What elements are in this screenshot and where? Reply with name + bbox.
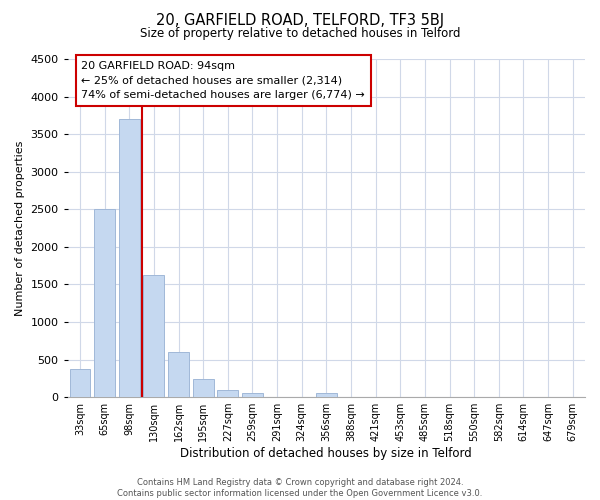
Bar — [168, 352, 189, 397]
Bar — [94, 208, 115, 397]
Bar — [193, 379, 214, 397]
Text: 20 GARFIELD ROAD: 94sqm
← 25% of detached houses are smaller (2,314)
74% of semi: 20 GARFIELD ROAD: 94sqm ← 25% of detache… — [81, 60, 365, 100]
Y-axis label: Number of detached properties: Number of detached properties — [15, 140, 25, 316]
X-axis label: Distribution of detached houses by size in Telford: Distribution of detached houses by size … — [181, 447, 472, 460]
Bar — [70, 368, 91, 397]
Bar — [316, 394, 337, 397]
Bar — [119, 119, 140, 397]
Text: Size of property relative to detached houses in Telford: Size of property relative to detached ho… — [140, 28, 460, 40]
Text: 20, GARFIELD ROAD, TELFORD, TF3 5BJ: 20, GARFIELD ROAD, TELFORD, TF3 5BJ — [156, 12, 444, 28]
Text: Contains HM Land Registry data © Crown copyright and database right 2024.
Contai: Contains HM Land Registry data © Crown c… — [118, 478, 482, 498]
Bar — [143, 274, 164, 397]
Bar — [242, 394, 263, 397]
Bar — [217, 390, 238, 397]
